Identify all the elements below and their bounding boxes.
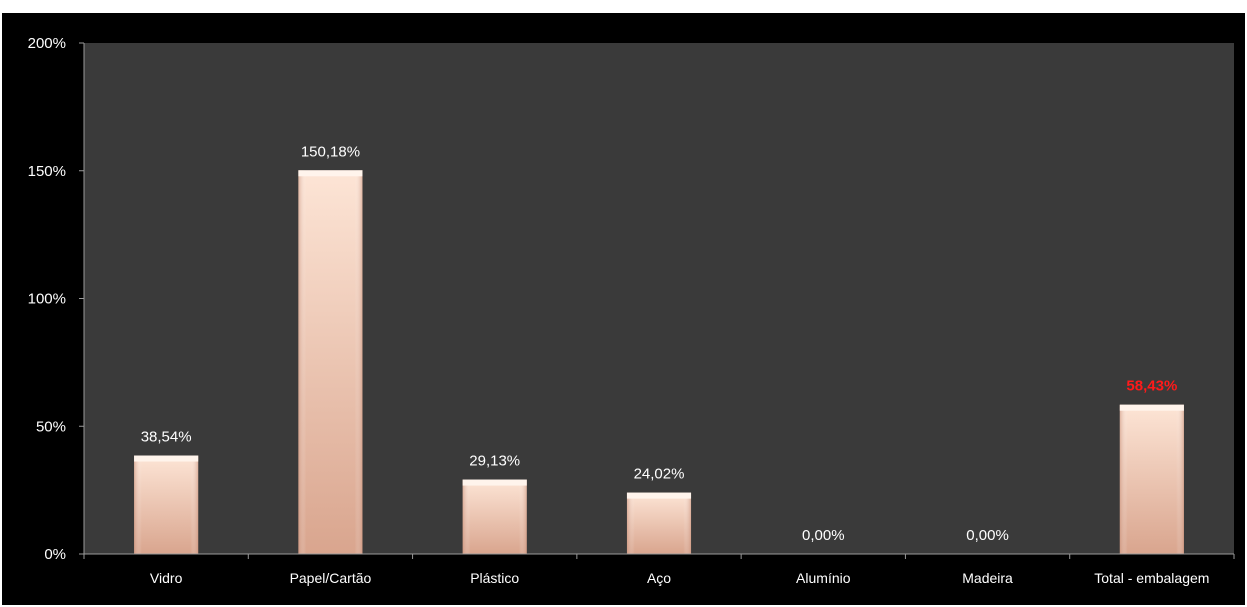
- bars-group: [134, 170, 1184, 554]
- data-labels-group: 38,54% 150,18% 29,13% 24,02% 0,00% 0,00% 58,43…: [141, 143, 1178, 544]
- data-label: 0,00%: [802, 527, 845, 544]
- x-category-label: Madeira: [962, 570, 1013, 586]
- bar-shading: [1119, 404, 1184, 554]
- y-tick-label: 50%: [36, 418, 66, 435]
- x-category-label: Alumínio: [796, 570, 851, 586]
- bar-top-bevel: [298, 170, 363, 177]
- y-axis: 0% 50% 100% 150% 200%: [28, 35, 85, 563]
- bar-top-bevel: [626, 492, 692, 499]
- data-label: 29,13%: [469, 453, 520, 470]
- bar-top-bevel: [134, 455, 199, 462]
- x-category-label: Papel/Cartão: [290, 570, 372, 586]
- x-category-label: Vidro: [150, 570, 183, 586]
- x-category-label: Plástico: [470, 570, 519, 586]
- data-label: 38,54%: [141, 429, 192, 446]
- chart-frame: 38,54% 150,18% 29,13% 24,02% 0,00% 0,00% 58,43…: [2, 13, 1245, 605]
- y-tick-label: 200%: [28, 35, 66, 52]
- x-axis: Vidro Papel/Cartão Plástico Aço Alumínio Made…: [83, 553, 1235, 586]
- data-label: 58,43%: [1126, 378, 1177, 395]
- bar-chart: 38,54% 150,18% 29,13% 24,02% 0,00% 0,00% 58,43…: [28, 35, 1235, 586]
- data-label: 0,00%: [966, 527, 1009, 544]
- bar-shading: [626, 492, 692, 554]
- bar-top-bevel: [462, 479, 527, 486]
- plot-area: [84, 43, 1234, 554]
- bar-top-bevel: [1119, 404, 1184, 411]
- y-tick-label: 100%: [28, 291, 66, 308]
- x-category-label: Aço: [647, 570, 671, 586]
- y-tick-label: 150%: [28, 163, 66, 180]
- bar-shading: [298, 170, 363, 554]
- bar-shading: [462, 479, 527, 554]
- bar-shading: [134, 455, 199, 554]
- data-label: 24,02%: [634, 466, 685, 483]
- data-label: 150,18%: [301, 143, 360, 160]
- x-category-label: Total - embalagem: [1094, 570, 1209, 586]
- y-tick-label: 0%: [44, 546, 66, 563]
